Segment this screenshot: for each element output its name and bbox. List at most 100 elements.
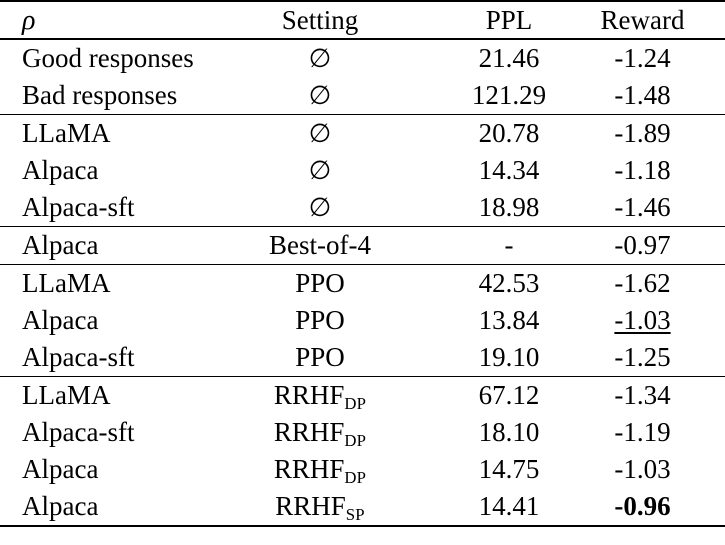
cell-ppl-value: 14.75 <box>478 454 540 484</box>
empty-set-icon: ∅ <box>308 119 332 148</box>
cell-model: Alpaca <box>0 488 222 527</box>
cell-setting-text: PPO <box>295 342 345 372</box>
table-row: Bad responses ∅ 121.29 -1.48 <box>0 77 725 115</box>
cell-setting-text: PPO <box>295 268 345 298</box>
table-row: Alpaca RRHFSP 14.41 -0.96 <box>0 488 725 527</box>
table-row: Alpaca-sft PPO 19.10 -1.25 <box>0 339 725 377</box>
cell-setting-text: RRHFDP <box>273 454 367 488</box>
cell-model-text: Alpaca <box>22 155 99 185</box>
cell-setting: RRHFDP <box>222 414 436 451</box>
table-body: Good responses ∅ 21.46 -1.24 Bad responses ∅ 1… <box>0 38 725 527</box>
rho-symbol: ρ <box>22 5 36 36</box>
cell-setting: Best-of-4 <box>222 226 436 265</box>
cell-reward: -1.62 <box>574 264 725 302</box>
cell-reward: -1.25 <box>574 339 725 377</box>
cell-ppl: 18.10 <box>436 414 574 451</box>
table-row: Good responses ∅ 21.46 -1.24 <box>0 38 725 77</box>
empty-set-icon: ∅ <box>308 44 332 73</box>
cell-setting: ∅ <box>222 114 436 152</box>
cell-setting: ∅ <box>222 38 436 77</box>
cell-setting: ∅ <box>222 189 436 227</box>
cell-ppl: 67.12 <box>436 376 574 414</box>
cell-setting: RRHFDP <box>222 376 436 414</box>
table-row: LLaMA PPO 42.53 -1.62 <box>0 264 725 302</box>
cell-setting: ∅ <box>222 77 436 115</box>
cell-reward: -1.89 <box>574 114 725 152</box>
column-header-reward: Reward <box>574 0 725 40</box>
cell-model: LLaMA <box>0 376 222 414</box>
cell-reward: -1.03 <box>574 451 725 488</box>
cell-model-text: Alpaca <box>22 305 99 335</box>
cell-ppl-value: 42.53 <box>478 268 540 298</box>
empty-set-icon: ∅ <box>308 81 332 110</box>
cell-ppl-value: 21.46 <box>478 43 540 73</box>
cell-model: Alpaca-sft <box>0 339 222 377</box>
cell-ppl: - <box>436 226 574 265</box>
cell-model: Alpaca-sft <box>0 414 222 451</box>
cell-reward-value: -1.62 <box>614 268 671 298</box>
cell-ppl: 42.53 <box>436 264 574 302</box>
table-row: Alpaca ∅ 14.34 -1.18 <box>0 152 725 189</box>
cell-ppl-value: 67.12 <box>478 380 540 410</box>
cell-ppl-value: 18.10 <box>478 417 540 447</box>
cell-ppl: 14.75 <box>436 451 574 488</box>
cell-ppl-value: 13.84 <box>478 305 540 335</box>
cell-reward-value: -1.03 <box>614 305 671 335</box>
cell-setting-subscript: SP <box>345 505 365 525</box>
cell-ppl: 14.41 <box>436 488 574 527</box>
column-header-setting-label: Setting <box>281 5 359 35</box>
empty-set-icon: ∅ <box>308 156 332 185</box>
column-header-ppl-label: PPL <box>485 5 533 35</box>
cell-reward: -0.97 <box>574 226 725 265</box>
table-header: ρ Setting PPL Reward <box>0 0 725 40</box>
cell-ppl-value: 14.34 <box>478 155 540 185</box>
cell-model: Alpaca <box>0 451 222 488</box>
cell-setting-subscript: DP <box>344 394 367 414</box>
cell-model: Alpaca <box>0 152 222 189</box>
cell-setting: PPO <box>222 339 436 377</box>
table-row: Alpaca PPO 13.84 -1.03 <box>0 302 725 339</box>
cell-reward-value: -1.24 <box>614 43 671 73</box>
table-row: LLaMA ∅ 20.78 -1.89 <box>0 114 725 152</box>
cell-model: Bad responses <box>0 77 222 115</box>
cell-model: LLaMA <box>0 114 222 152</box>
cell-reward-value: -1.46 <box>614 192 671 222</box>
cell-model-text: Alpaca-sft <box>22 342 135 372</box>
cell-reward: -1.18 <box>574 152 725 189</box>
column-header-ppl: PPL <box>436 0 574 40</box>
cell-model: Alpaca-sft <box>0 189 222 227</box>
cell-setting-text: RRHFDP <box>273 417 367 451</box>
cell-reward-value: -0.96 <box>614 491 671 521</box>
cell-model-text: Alpaca <box>22 491 99 521</box>
cell-model-text: Alpaca-sft <box>22 192 135 222</box>
empty-set-icon: ∅ <box>308 193 332 222</box>
table-row: Alpaca-sft ∅ 18.98 -1.46 <box>0 189 725 227</box>
cell-reward: -1.19 <box>574 414 725 451</box>
cell-setting: ∅ <box>222 152 436 189</box>
cell-setting-text: PPO <box>295 305 345 335</box>
cell-model-text: Alpaca-sft <box>22 417 135 447</box>
cell-setting: RRHFSP <box>222 488 436 527</box>
cell-reward-value: -1.34 <box>614 380 671 410</box>
cell-ppl: 13.84 <box>436 302 574 339</box>
cell-reward: -1.24 <box>574 38 725 77</box>
cell-reward-value: -1.03 <box>614 454 671 484</box>
cell-model: Alpaca <box>0 302 222 339</box>
cell-ppl: 20.78 <box>436 114 574 152</box>
cell-setting-text: RRHFSP <box>275 491 365 525</box>
cell-setting: RRHFDP <box>222 451 436 488</box>
cell-reward: -0.96 <box>574 488 725 527</box>
cell-setting-subscript: DP <box>344 468 367 488</box>
cell-setting-text: Best-of-4 <box>269 230 371 260</box>
cell-model: LLaMA <box>0 264 222 302</box>
cell-ppl-value: - <box>504 230 514 260</box>
cell-reward-value: -1.19 <box>614 417 671 447</box>
cell-model-text: Alpaca <box>22 230 99 260</box>
cell-ppl: 21.46 <box>436 38 574 77</box>
table-row: Alpaca Best-of-4 - -0.97 <box>0 226 725 265</box>
header-row: ρ Setting PPL Reward <box>0 0 725 40</box>
cell-model-text: LLaMA <box>22 118 111 148</box>
cell-ppl: 18.98 <box>436 189 574 227</box>
results-table: ρ Setting PPL Reward Good responses ∅ 21.4… <box>0 0 725 527</box>
